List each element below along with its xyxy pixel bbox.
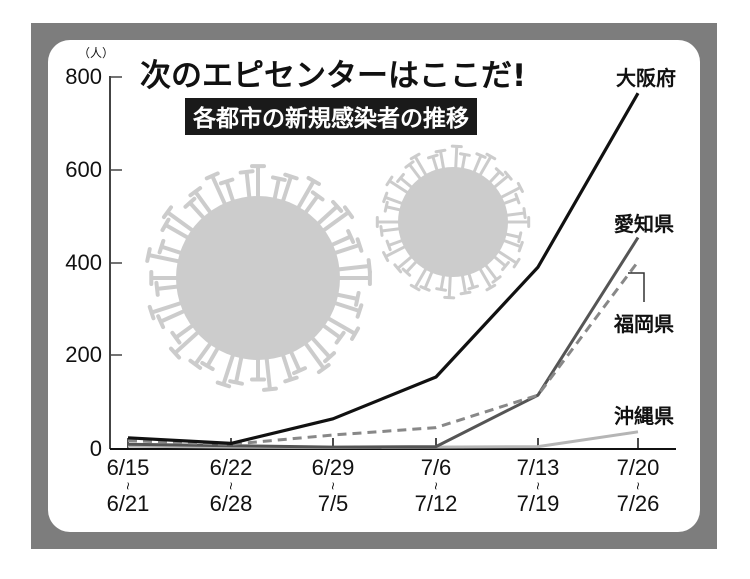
y-tick-400: 400 xyxy=(65,250,102,275)
x-tick-2: 6/22 ~ 6/28 xyxy=(186,457,276,515)
x-tick-end: 6/28 xyxy=(209,491,253,516)
x-tick-start: 6/22 xyxy=(209,455,253,480)
label-okinawa: 沖縄県 xyxy=(614,404,674,428)
range-symbol: ~ xyxy=(630,481,646,491)
y-tick-0: 0 xyxy=(89,436,102,461)
x-tick-4: 7/6 ~ 7/12 xyxy=(391,457,481,515)
range-symbol: ~ xyxy=(428,481,444,491)
series-line-2 xyxy=(127,236,640,449)
x-tick-start: 7/13 xyxy=(516,455,560,480)
x-tick-end: 7/26 xyxy=(616,491,660,516)
x-tick-end: 6/21 xyxy=(106,491,150,516)
chart-title: 次のエピセンターはここだ! xyxy=(140,58,527,94)
x-tick-start: 7/6 xyxy=(420,455,452,480)
x-tick-start: 6/15 xyxy=(106,455,150,480)
x-tick-end: 7/19 xyxy=(516,491,560,516)
x-tick-start: 7/20 xyxy=(616,455,660,480)
label-osaka: 大阪府 xyxy=(616,66,676,90)
y-tick-800: 800 xyxy=(65,64,102,89)
series-lines xyxy=(127,92,640,449)
series-line-3 xyxy=(127,260,640,446)
range-symbol: ~ xyxy=(325,481,341,491)
x-tick-start: 6/29 xyxy=(311,455,355,480)
label-aichi: 愛知県 xyxy=(614,212,674,236)
y-axis-unit: （人） xyxy=(78,46,115,60)
series-line-1 xyxy=(127,92,640,445)
range-symbol: ~ xyxy=(223,481,239,491)
range-symbol: ~ xyxy=(120,481,136,491)
x-tick-end: 7/5 xyxy=(317,491,349,516)
y-tick-200: 200 xyxy=(65,342,102,367)
x-tick-6: 7/20 ~ 7/26 xyxy=(593,457,683,515)
virus-illustration-large xyxy=(145,164,372,392)
range-symbol: ~ xyxy=(530,481,546,491)
fukuoka-leader-line xyxy=(628,272,645,302)
x-tick-5: 7/13 ~ 7/19 xyxy=(493,457,583,515)
y-tick-600: 600 xyxy=(65,157,102,182)
x-tick-3: 6/29 ~ 7/5 xyxy=(288,457,378,515)
virus-illustration-small xyxy=(375,144,531,300)
x-tick-end: 7/12 xyxy=(414,491,458,516)
y-axis xyxy=(109,76,122,449)
x-tick-1: 6/15 ~ 6/21 xyxy=(83,457,173,515)
chart-subtitle: 各都市の新規感染者の推移 xyxy=(185,98,477,135)
label-fukuoka: 福岡県 xyxy=(614,312,674,336)
